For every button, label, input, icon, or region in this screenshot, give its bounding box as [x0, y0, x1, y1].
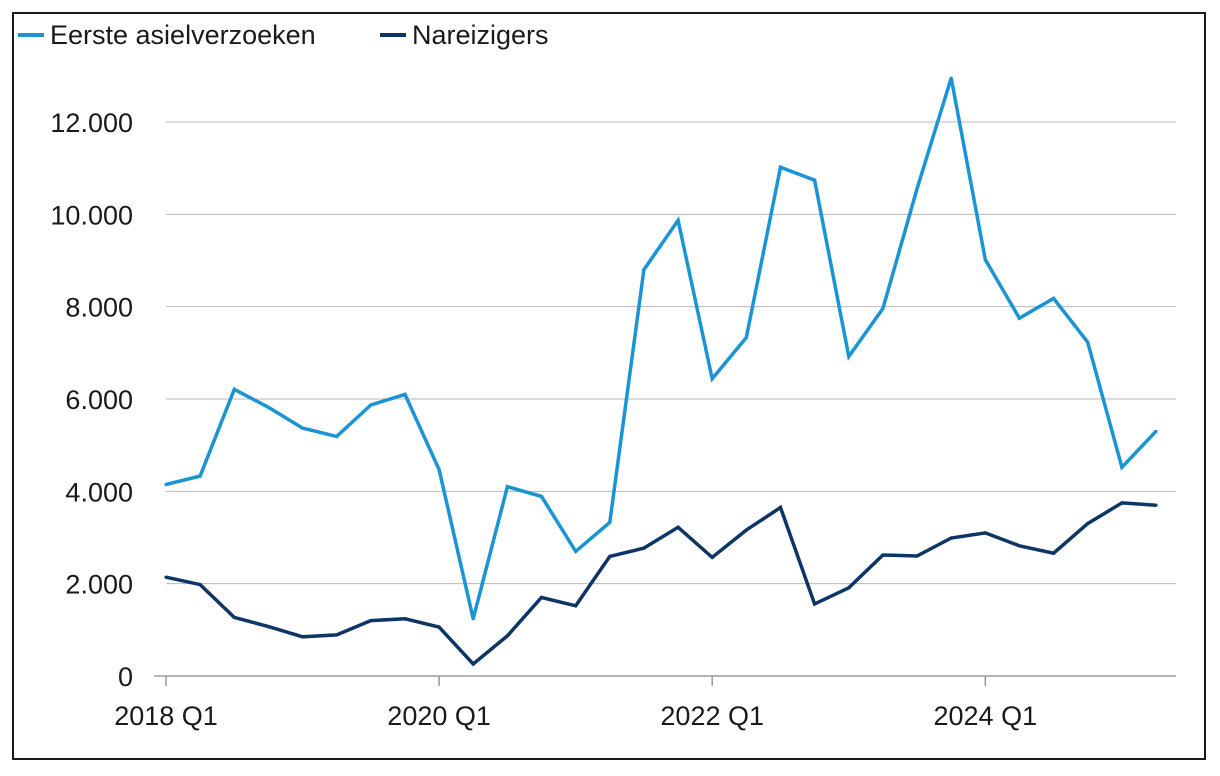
data-point: [676, 218, 680, 222]
data-point: [232, 615, 236, 619]
data-point: [1051, 296, 1056, 300]
data-point: [1017, 316, 1022, 320]
data-point: [744, 335, 748, 340]
data-point: [813, 602, 817, 606]
y-tick-label: 6.000: [65, 385, 133, 415]
data-point: [608, 520, 612, 524]
data-point: [300, 635, 305, 639]
data-point: [1154, 429, 1158, 433]
data-point: [266, 405, 271, 409]
x-axis: 2018 Q1 2020 Q1 2022 Q1 2024 Q1: [114, 675, 1176, 731]
legend-item-nareizigers: Nareizigers: [380, 20, 549, 50]
data-point: [369, 403, 373, 407]
y-axis: 0 2.000 4.000 6.000 8.000 10.000 12.000: [50, 108, 133, 692]
data-point: [915, 187, 919, 191]
data-point: [915, 554, 919, 558]
data-point: [1086, 522, 1090, 526]
legend-item-eerste-asielverzoeken: Eerste asielverzoeken: [18, 20, 316, 50]
x-tick-label: 2022 Q1: [660, 701, 764, 731]
legend-label-eerste-asielverzoeken: Eerste asielverzoeken: [50, 20, 316, 50]
data-point: [266, 625, 271, 629]
data-point: [847, 586, 851, 590]
data-point: [574, 549, 578, 553]
y-tick-label: 12.000: [50, 108, 133, 138]
data-point: [574, 604, 578, 608]
data-point: [1017, 544, 1022, 548]
data-point: [198, 582, 202, 587]
data-point: [1120, 465, 1124, 469]
data-point: [437, 468, 441, 472]
data-point: [710, 377, 714, 381]
data-point: [1120, 501, 1124, 505]
data-point: [949, 536, 953, 540]
data-point: [335, 434, 339, 438]
data-point: [437, 625, 441, 629]
y-tick-label: 2.000: [65, 570, 133, 600]
data-point: [778, 165, 783, 169]
legend-label-nareizigers: Nareizigers: [412, 20, 549, 50]
data-point: [847, 354, 851, 359]
series-line-nareizigers: [165, 501, 1157, 667]
data-point: [881, 306, 885, 311]
data-point: [403, 392, 407, 396]
data-point: [232, 387, 236, 391]
data-point: [369, 619, 373, 623]
y-tick-label: 0: [118, 662, 133, 692]
series-layer: [164, 76, 1158, 667]
data-point: [778, 505, 783, 510]
data-point: [164, 575, 168, 579]
chart-frame: [12, 12, 1206, 760]
data-point: [881, 553, 885, 557]
data-point: [164, 482, 168, 487]
data-point: [403, 617, 407, 621]
data-point: [983, 257, 987, 262]
data-point: [642, 546, 646, 550]
data-point: [471, 617, 475, 621]
y-tick-label: 10.000: [50, 200, 133, 230]
data-point: [471, 662, 475, 666]
series-line-eerste-asielverzoeken: [165, 77, 1158, 620]
data-point: [505, 485, 509, 489]
y-tick-label: 8.000: [65, 293, 133, 323]
data-point: [813, 178, 817, 182]
data-point: [1051, 551, 1056, 555]
y-tick-label: 4.000: [65, 477, 133, 507]
data-point: [608, 554, 612, 559]
data-point: [505, 634, 509, 638]
data-point: [949, 76, 953, 80]
data-point: [1086, 340, 1090, 344]
data-point: [539, 595, 544, 600]
data-point: [744, 528, 748, 532]
data-point: [1154, 503, 1158, 507]
x-tick-label: 2018 Q1: [114, 701, 218, 731]
data-point: [335, 633, 339, 637]
data-point: [539, 494, 544, 499]
x-tick-label: 2024 Q1: [934, 701, 1038, 731]
data-point: [300, 426, 305, 430]
x-tick-label: 2020 Q1: [387, 701, 491, 731]
data-point: [676, 525, 680, 529]
legend: Eerste asielverzoeken Nareizigers: [18, 20, 549, 50]
data-point: [983, 531, 987, 535]
data-point: [198, 474, 202, 478]
data-point: [710, 555, 714, 559]
data-point: [642, 268, 646, 272]
gridlines: [166, 121, 1176, 585]
